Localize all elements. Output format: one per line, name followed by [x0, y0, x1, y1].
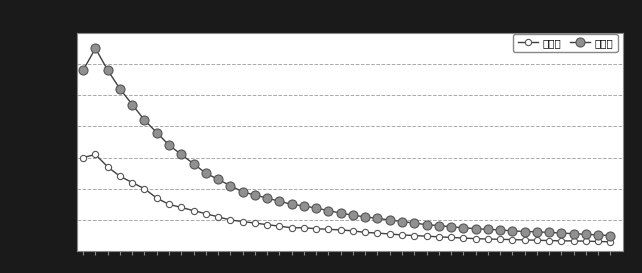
自排局	[594, 233, 602, 237]
自排局	[545, 231, 553, 234]
一般局	[422, 235, 430, 238]
一般局	[460, 236, 467, 240]
自排局	[337, 212, 345, 215]
自排局	[582, 233, 590, 236]
一般局	[80, 156, 87, 159]
一般局	[447, 236, 455, 239]
自排局	[374, 217, 381, 220]
一般局	[521, 238, 528, 242]
一般局	[484, 237, 492, 241]
一般局	[361, 231, 369, 234]
一般局	[92, 153, 100, 156]
一般局	[508, 238, 516, 241]
自排局	[410, 221, 418, 225]
自排局	[239, 190, 247, 194]
自排局	[116, 87, 124, 91]
自排局	[472, 227, 480, 230]
自排局	[422, 223, 430, 226]
自排局	[300, 204, 308, 207]
一般局	[312, 227, 320, 230]
自排局	[128, 103, 136, 106]
一般局	[337, 228, 345, 232]
自排局	[496, 228, 504, 232]
一般局	[386, 232, 394, 236]
自排局	[447, 225, 455, 229]
自排局	[165, 143, 173, 147]
一般局	[128, 181, 136, 184]
自排局	[153, 131, 160, 134]
自排局	[288, 203, 295, 206]
自排局	[263, 197, 271, 200]
自排局	[361, 215, 369, 218]
自排局	[92, 47, 100, 50]
自排局	[202, 171, 210, 175]
一般局	[141, 187, 148, 190]
一般局	[496, 238, 504, 241]
一般局	[594, 240, 602, 243]
自排局	[104, 69, 112, 72]
一般局	[472, 237, 480, 240]
一般局	[263, 223, 271, 226]
自排局	[325, 209, 333, 212]
一般局	[202, 212, 210, 215]
一般局	[607, 240, 614, 244]
一般局	[557, 239, 565, 242]
一般局	[374, 232, 381, 235]
一般局	[153, 197, 160, 200]
一般局	[275, 225, 283, 228]
Line: 自排局: 自排局	[79, 44, 615, 240]
自排局	[227, 184, 234, 187]
自排局	[386, 218, 394, 222]
一般局	[410, 234, 418, 237]
自排局	[214, 178, 222, 181]
自排局	[521, 230, 528, 233]
自排局	[484, 228, 492, 231]
自排局	[460, 226, 467, 229]
Line: 一般局: 一般局	[80, 151, 614, 245]
一般局	[165, 203, 173, 206]
一般局	[116, 175, 124, 178]
一般局	[189, 209, 197, 212]
自排局	[557, 232, 565, 235]
自排局	[275, 200, 283, 203]
自排局	[435, 224, 442, 227]
一般局	[239, 220, 247, 223]
自排局	[251, 193, 259, 197]
一般局	[325, 228, 333, 231]
一般局	[227, 218, 234, 222]
自排局	[398, 220, 406, 223]
一般局	[533, 239, 541, 242]
一般局	[570, 239, 578, 242]
自排局	[189, 162, 197, 165]
一般局	[300, 226, 308, 229]
一般局	[398, 233, 406, 237]
一般局	[582, 239, 590, 243]
一般局	[288, 226, 295, 229]
一般局	[349, 229, 357, 233]
自排局	[508, 229, 516, 233]
自排局	[533, 230, 541, 233]
自排局	[570, 232, 578, 235]
自排局	[607, 234, 614, 237]
自排局	[177, 153, 185, 156]
一般局	[104, 165, 112, 168]
一般局	[177, 206, 185, 209]
一般局	[251, 221, 259, 225]
一般局	[214, 215, 222, 218]
Legend: 一般局, 自排局: 一般局, 自排局	[514, 34, 618, 52]
自排局	[312, 206, 320, 210]
一般局	[545, 239, 553, 242]
自排局	[80, 69, 87, 72]
一般局	[435, 235, 442, 238]
自排局	[141, 118, 148, 122]
自排局	[349, 214, 357, 217]
